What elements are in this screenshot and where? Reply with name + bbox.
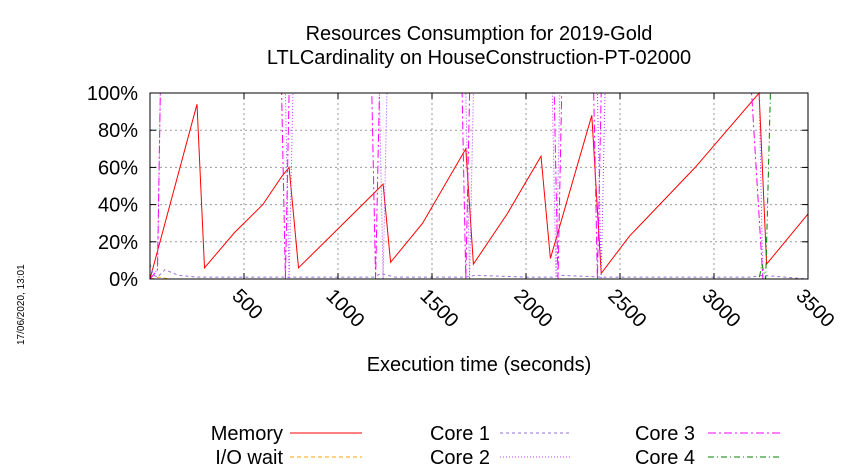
x-tick-label: 3000 bbox=[697, 285, 744, 332]
series-line-core-1 bbox=[149, 263, 809, 280]
legend-label-core-3: Core 3 bbox=[635, 423, 695, 445]
y-tick-label: 80% bbox=[98, 120, 138, 142]
legend-label-memory: Memory bbox=[211, 423, 283, 445]
legend-label-i-o-wait: I/O wait bbox=[215, 447, 283, 469]
series-line-core-4 bbox=[150, 92, 808, 280]
legend-label-core-4: Core 4 bbox=[635, 447, 695, 469]
plot-frame bbox=[149, 92, 809, 280]
grid bbox=[150, 93, 808, 279]
x-axis-label: Execution time (seconds) bbox=[367, 354, 592, 376]
series-line-core-2 bbox=[149, 92, 808, 280]
x-tick-label: 2000 bbox=[509, 285, 556, 332]
y-tick-label: 60% bbox=[98, 157, 138, 179]
legend-label-core-1: Core 1 bbox=[430, 423, 490, 445]
y-tick-label: 20% bbox=[98, 232, 138, 254]
x-tick-label: 3500 bbox=[791, 285, 838, 332]
series-line-memory bbox=[149, 91, 809, 280]
y-tick-label: 0% bbox=[109, 269, 138, 291]
timestamp: 17/06/2020, 13:01 bbox=[16, 264, 27, 345]
y-tick-label: 40% bbox=[98, 195, 138, 217]
chart-title: Resources Consumption for 2019-Gold bbox=[306, 23, 653, 45]
x-tick-label: 2500 bbox=[603, 285, 650, 332]
y-tick-label: 100% bbox=[87, 83, 138, 105]
series-line-core-3 bbox=[149, 92, 808, 280]
ticks: 0% 20% 40% 60% 80% 100% 500 1000 1500 2000 2500 300… bbox=[87, 83, 839, 332]
series-lines bbox=[149, 91, 809, 280]
legend-label-core-2: Core 2 bbox=[430, 447, 490, 469]
x-tick-label: 500 bbox=[227, 285, 266, 324]
x-tick-label: 1000 bbox=[321, 285, 368, 332]
chart-subtitle: LTLCardinality on HouseConstruction-PT-0… bbox=[267, 47, 691, 69]
x-tick-label: 1500 bbox=[415, 285, 462, 332]
